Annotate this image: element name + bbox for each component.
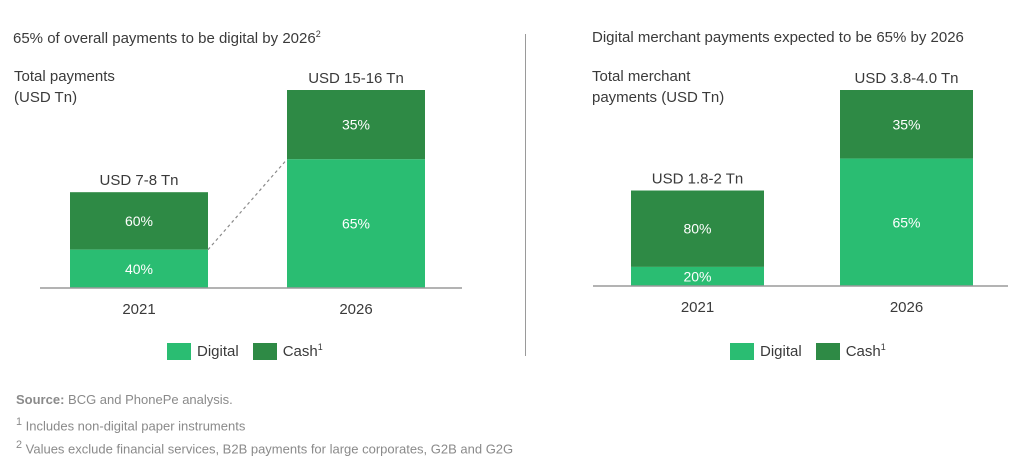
connector-line <box>207 158 288 251</box>
legend-item-cash: Cash1 <box>815 342 886 360</box>
data-label-cash: 35% <box>342 117 370 133</box>
total-label: USD 1.8-2 Tn <box>652 171 743 188</box>
chart-panel-merchant: Digital merchant payments expected to be… <box>530 0 1024 360</box>
legend: Digital Cash1 <box>167 342 337 360</box>
legend-label-digital: Digital <box>197 342 239 360</box>
x-tick-label: 2021 <box>122 301 155 318</box>
bar-segment-cash <box>631 190 764 267</box>
data-label-cash: 80% <box>683 221 711 237</box>
chart-panel-overall: 65% of overall payments to be digital by… <box>0 0 520 360</box>
data-label-digital: 65% <box>892 214 920 230</box>
legend-swatch-cash <box>252 342 277 360</box>
data-label-digital: 20% <box>683 268 711 284</box>
y-axis-label: Total payments (USD Tn) <box>14 68 115 106</box>
legend-label-digital: Digital <box>760 342 802 360</box>
legend-item-cash: Cash1 <box>252 342 323 360</box>
x-tick-label: 2026 <box>339 301 372 318</box>
footnote-2: 2 Values exclude financial services, B2B… <box>16 439 514 457</box>
bar-segment-cash <box>840 90 973 159</box>
legend-item-digital: Digital <box>730 342 802 360</box>
x-tick-label: 2021 <box>681 299 714 316</box>
bar-segment-cash <box>287 90 425 160</box>
data-label-cash: 35% <box>892 116 920 132</box>
x-tick-label: 2026 <box>890 299 923 316</box>
legend-label-cash: Cash1 <box>845 342 886 360</box>
chart-title: 65% of overall payments to be digital by… <box>13 29 321 47</box>
bar-segment-digital <box>287 159 425 288</box>
bar-segment-digital <box>840 158 973 286</box>
legend-swatch-digital <box>167 342 191 360</box>
total-label: USD 3.8-4.0 Tn <box>855 70 959 87</box>
legend-swatch-digital <box>730 342 754 360</box>
panel-divider <box>525 34 526 356</box>
chart-title: Digital merchant payments expected to be… <box>592 29 964 46</box>
legend-item-digital: Digital <box>167 342 239 360</box>
bar-segment-digital <box>631 266 764 286</box>
bar-chart-overall: 60% 40% USD 7-8 Tn 2021 35% 65% USD 15-16 Tn 20… <box>40 70 462 318</box>
legend: Digital Cash1 <box>730 342 900 360</box>
y-axis-label: Total merchant payments (USD Tn) <box>592 68 725 106</box>
total-label: USD 7-8 Tn <box>100 172 179 189</box>
bar-segment-cash <box>70 192 208 250</box>
total-label: USD 15-16 Tn <box>308 70 404 87</box>
bar-segment-digital <box>70 249 208 288</box>
legend-swatch-cash <box>815 342 840 360</box>
legend-label-cash: Cash1 <box>282 342 323 360</box>
source-note: Source: BCG and PhonePe analysis. <box>16 392 233 407</box>
bar-chart-merchant: 80% 20% USD 1.8-2 Tn 2021 35% 65% USD 3.8-4.0 … <box>593 70 1008 316</box>
footnote-1: 1 Includes non-digital paper instruments <box>16 416 246 434</box>
data-label-digital: 40% <box>125 261 153 277</box>
data-label-digital: 65% <box>342 216 370 232</box>
data-label-cash: 60% <box>125 213 153 229</box>
